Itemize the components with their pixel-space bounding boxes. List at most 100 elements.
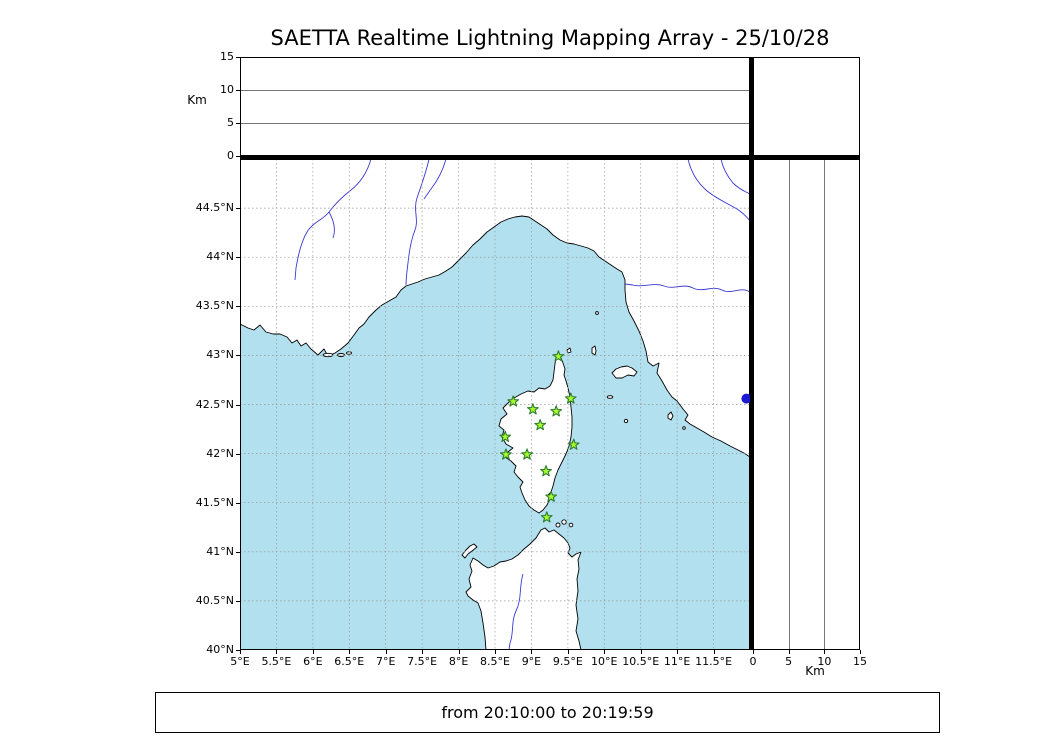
event-dot [741, 393, 750, 404]
lon-tickmark [422, 650, 424, 654]
corner-box [753, 57, 860, 156]
station-marker [507, 395, 520, 407]
maddalena-islet [568, 522, 574, 528]
hyeres-island [322, 352, 334, 358]
event-markers [741, 393, 750, 404]
altitude-vs-latitude-panel [753, 159, 860, 650]
lon-tick-label: 6°E [303, 655, 323, 668]
capraia-island [591, 345, 597, 356]
lon-tickmark [349, 650, 351, 654]
lon-tick-label: 10°E [591, 655, 618, 668]
lat-tick-label: 40°N [206, 643, 234, 656]
lon-tickmark [640, 650, 642, 654]
time-window-box: from 20:10:00 to 20:19:59 [155, 692, 940, 733]
asinara-island [461, 543, 478, 559]
river [687, 159, 750, 222]
lon-tick-label: 9.5°E [552, 655, 583, 668]
river [423, 159, 447, 200]
lon-tick-label: 11.5°E [695, 655, 733, 668]
map-gridlines [240, 159, 750, 650]
elba-island [611, 365, 638, 379]
lon-tick-label: 9°E [521, 655, 542, 668]
lon-tick-label: 5°E [230, 655, 250, 668]
station-marker [499, 430, 512, 442]
river [328, 211, 335, 239]
alt-tick-label-top: 0 [227, 149, 234, 162]
alt-tickmark-right [860, 650, 861, 654]
giglio-island [667, 411, 674, 421]
alt-tickmark-right [753, 650, 754, 654]
station-marker [545, 490, 557, 502]
lat-tick-label: 42°N [206, 446, 234, 460]
alt-tick-label-top: 15 [220, 50, 234, 63]
lon-tick-label: 11°E [663, 655, 691, 668]
alt-tickmark-right [788, 650, 790, 654]
station-marker [521, 448, 533, 460]
panel-divider-vertical [750, 57, 753, 650]
lon-tickmark [604, 650, 606, 654]
alt-tick-label-right: 0 [749, 655, 757, 668]
montecristo-island [623, 418, 629, 424]
lon-tickmark [567, 650, 569, 654]
lon-tick-label: 8.5°E [480, 655, 510, 668]
alt-tick-label-right: 15 [853, 655, 867, 668]
station-marker [550, 405, 563, 417]
altitude-unit-label-top: Km [187, 93, 207, 107]
lat-tick-label: 43.5°N [195, 299, 234, 313]
lon-tickmark [276, 650, 278, 654]
altitude-unit-label-right: Km [805, 664, 825, 678]
giannutri-island [682, 426, 686, 430]
station-markers [499, 350, 580, 523]
lat-tick-label: 44°N [206, 250, 234, 264]
station-marker [500, 448, 512, 460]
lon-tickmark [713, 650, 715, 654]
map-panel [240, 159, 750, 650]
lon-tickmark [677, 650, 679, 654]
rivers [294, 159, 750, 650]
alt-tick-label-top: 5 [227, 116, 234, 129]
time-window-text: from 20:10:00 to 20:19:59 [441, 703, 654, 722]
station-marker [552, 350, 565, 362]
lat-tick-label: 41°N [206, 544, 234, 558]
page-title: SAETTA Realtime Lightning Mapping Array … [270, 26, 830, 50]
maddalena-islet [555, 522, 561, 528]
river [405, 159, 430, 286]
panel-divider-horizontal [240, 156, 860, 159]
lon-tickmark [458, 650, 460, 654]
lon-tickmark [312, 650, 314, 654]
station-marker [540, 465, 552, 477]
lat-tick-label: 42.5°N [195, 397, 234, 411]
river [720, 159, 750, 195]
gorgona-island [595, 311, 599, 315]
lon-tick-label: 8°E [448, 655, 469, 668]
river [624, 283, 750, 293]
station-marker [534, 418, 547, 431]
lat-tick-label: 44.5°N [195, 201, 234, 215]
lat-tick-label: 41.5°N [195, 495, 234, 509]
lon-tickmark [385, 650, 387, 654]
lon-tickmark [240, 650, 241, 654]
lon-tickmark [495, 650, 496, 654]
lat-tick-label: 40.5°N [195, 593, 234, 607]
station-marker [564, 392, 577, 404]
pianosa-island [606, 395, 614, 399]
altitude-vs-longitude-panel [240, 57, 750, 156]
lon-tick-label: 7°E [375, 655, 396, 668]
lat-tickmark [236, 650, 240, 651]
map-border [240, 159, 750, 650]
lon-tick-label: 7.5°E [407, 655, 438, 668]
small-islands [322, 311, 686, 559]
station-marker [540, 511, 553, 523]
alt-tickmark-right [824, 650, 826, 654]
station-marker [567, 438, 580, 450]
corsica-island [498, 353, 573, 514]
lon-tick-label: 10.5°E [622, 655, 660, 668]
river [508, 573, 524, 650]
lon-tick-label: 5.5°E [261, 655, 292, 668]
hyeres-island [337, 353, 345, 357]
maddalena-islet [561, 519, 567, 525]
station-marker [527, 403, 539, 415]
lat-tick-label: 43°N [206, 348, 234, 362]
lon-tick-label: 6.5°E [334, 655, 365, 668]
